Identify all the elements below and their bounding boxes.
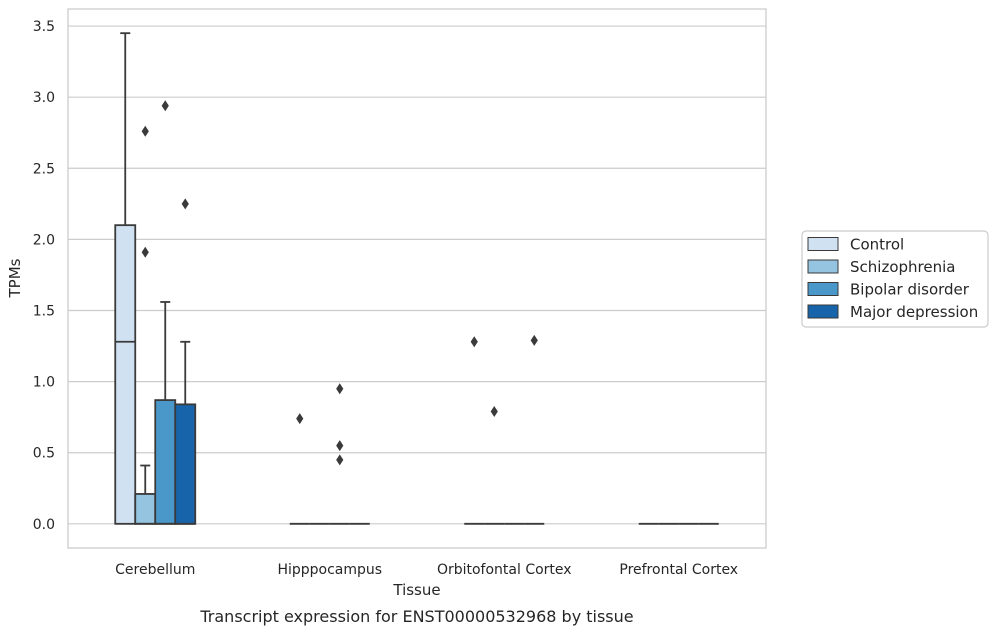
legend-swatch bbox=[807, 237, 839, 251]
box-major-depression bbox=[174, 340, 197, 525]
y-tick-label: 1.5 bbox=[33, 303, 55, 319]
legend: Control Schizophrenia Bipolar disorder Majo… bbox=[801, 230, 989, 328]
legend-swatch bbox=[807, 259, 839, 274]
x-tick-label: Hipppocampus bbox=[277, 562, 382, 578]
y-tick-label: 0.0 bbox=[33, 517, 55, 533]
legend-swatch bbox=[807, 282, 839, 296]
legend-swatch bbox=[807, 304, 839, 319]
outlier-point bbox=[141, 246, 149, 258]
outlier-point bbox=[336, 383, 344, 395]
box-control bbox=[114, 32, 137, 525]
y-tick-label: 3.5 bbox=[33, 19, 55, 35]
outlier-points bbox=[141, 100, 538, 466]
legend-label: Control bbox=[850, 236, 904, 254]
box-rect bbox=[114, 224, 137, 525]
y-axis-label: TPMs bbox=[6, 258, 24, 298]
outlier-point bbox=[530, 334, 538, 346]
y-axis-ticks: 0.0 0.5 1.0 1.5 2.0 2.5 3.0 3.5 bbox=[33, 19, 55, 533]
outlier-point bbox=[141, 125, 149, 137]
box-rect bbox=[134, 493, 157, 525]
box-series bbox=[114, 32, 719, 525]
legend-label: Schizophrenia bbox=[850, 258, 955, 276]
outlier-point bbox=[336, 440, 344, 452]
y-tick-label: 0.5 bbox=[33, 446, 55, 462]
x-tick-label: Orbitofontal Cortex bbox=[437, 562, 572, 578]
y-tick-label: 2.5 bbox=[33, 161, 55, 177]
legend-label: Major depression bbox=[850, 303, 978, 321]
x-axis-label: Tissue bbox=[392, 581, 440, 599]
y-tick-label: 1.0 bbox=[33, 375, 55, 391]
outlier-point bbox=[181, 198, 189, 210]
figure-caption: Transcript expression for ENST0000053296… bbox=[199, 607, 633, 626]
y-tick-label: 2.0 bbox=[33, 232, 55, 248]
outlier-point bbox=[161, 100, 169, 112]
box-bipolar-disorder bbox=[154, 301, 177, 525]
box-rect bbox=[154, 399, 177, 525]
box-schizophrenia bbox=[134, 464, 157, 525]
outlier-point bbox=[490, 405, 498, 417]
box-rect bbox=[174, 403, 197, 525]
outlier-point bbox=[296, 413, 304, 425]
plot-area-frame bbox=[67, 8, 767, 549]
outlier-point bbox=[470, 336, 478, 348]
legend-label: Bipolar disorder bbox=[850, 281, 970, 299]
y-tick-label: 3.0 bbox=[33, 90, 55, 106]
x-tick-label: Prefrontal Cortex bbox=[619, 562, 738, 578]
x-tick-label: Cerebellum bbox=[115, 562, 195, 578]
x-axis-ticks: Cerebellum Hipppocampus Orbitofontal Corte… bbox=[115, 562, 738, 578]
outlier-point bbox=[336, 454, 344, 466]
legend-frame bbox=[801, 230, 989, 328]
